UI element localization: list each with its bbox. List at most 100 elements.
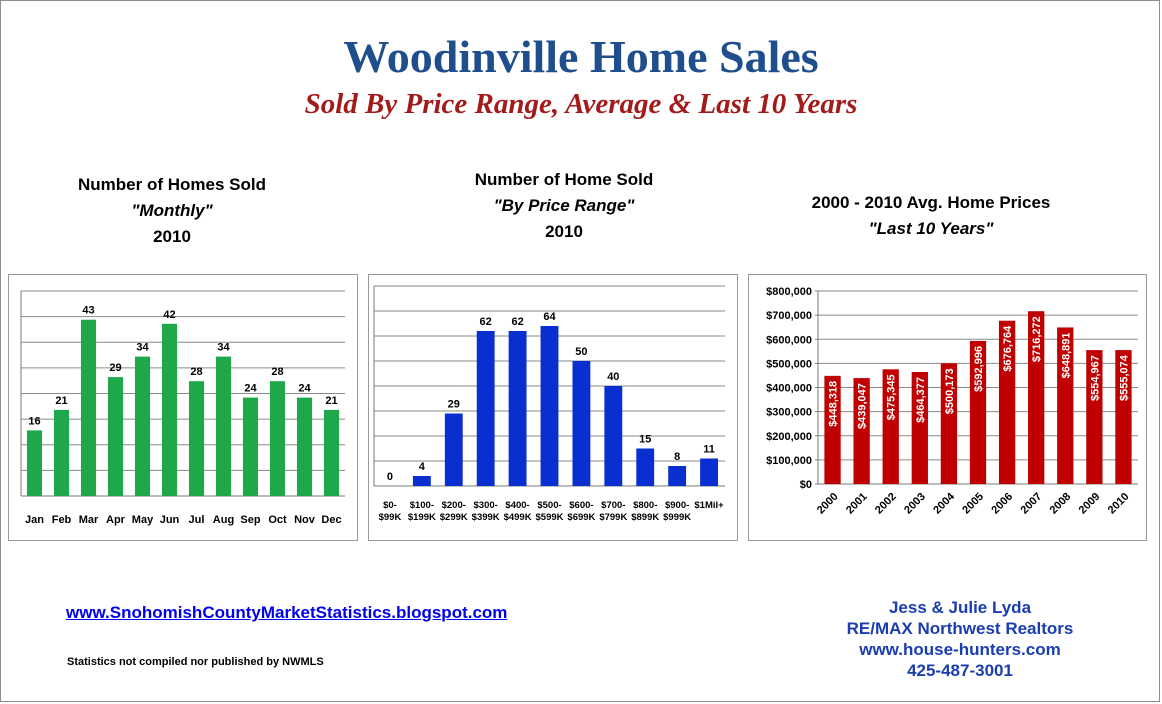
y-tick-label: $800,000 (766, 286, 812, 298)
category-label: 2003 (902, 491, 928, 517)
price-range-heading-line2: "By Price Range" (493, 196, 635, 215)
category-label: $699K (567, 512, 595, 523)
data-label: 64 (543, 311, 556, 323)
data-label: 62 (511, 316, 523, 328)
bar (853, 378, 870, 484)
avg-price-chart-heading: 2000 - 2010 Avg. Home Prices "Last 10 Ye… (771, 190, 1091, 242)
bar (998, 320, 1016, 484)
data-label: 24 (298, 383, 311, 395)
avg-price-chart-panel: $0 $100,000 $200,000 $300,000 $400,000 $500,0… (748, 274, 1147, 541)
category-label: $599K (536, 512, 564, 523)
bar (412, 476, 431, 486)
bar (508, 331, 527, 486)
contact-phone: 425-487-3001 (907, 661, 1013, 680)
y-tick-label: $700,000 (766, 310, 812, 322)
bar (188, 381, 205, 496)
category-label: 2006 (989, 491, 1015, 517)
category-label: $999K (663, 512, 691, 523)
y-tick-label: $200,000 (766, 431, 812, 443)
category-label: Jun (160, 514, 180, 526)
data-label: 11 (703, 444, 715, 456)
category-label: Nov (294, 514, 316, 526)
y-tick-label: $300,000 (766, 407, 812, 419)
data-label: 0 (387, 471, 393, 483)
bar (700, 458, 718, 486)
category-label: $899K (631, 512, 659, 523)
data-label: 21 (325, 395, 337, 407)
bar (940, 363, 958, 484)
category-label: 2005 (960, 491, 986, 517)
data-label: 29 (109, 362, 121, 374)
bar (269, 381, 286, 496)
data-label: $555,074 (1118, 354, 1130, 401)
category-label: 2002 (873, 491, 899, 517)
data-label: 40 (607, 371, 619, 383)
category-label: $200- (442, 500, 466, 511)
bar (969, 340, 987, 484)
category-label: Dec (321, 514, 341, 526)
price-range-chart: 0 $0-$99K 4 $100-$199K 29 $200-$299K 62 $300-$3… (373, 285, 725, 523)
category-label: Aug (213, 514, 234, 526)
category-label: $700- (601, 500, 625, 511)
bar (161, 323, 178, 496)
bar (26, 430, 43, 496)
category-label: Mar (79, 514, 99, 526)
bar (1086, 350, 1103, 484)
bar (215, 356, 232, 496)
data-label: $676,764 (1002, 325, 1014, 372)
category-label: $799K (599, 512, 627, 523)
bar (80, 319, 97, 496)
price-range-chart-heading: Number of Home Sold "By Price Range" 201… (424, 167, 704, 245)
data-label: 28 (271, 366, 283, 378)
price-range-heading-line1: Number of Home Sold (474, 170, 654, 189)
disclaimer-note: Statistics not compiled nor published by… (67, 656, 324, 668)
y-tick-label: $0 (800, 479, 812, 491)
category-label: Oct (268, 514, 287, 526)
data-label: 42 (163, 309, 175, 321)
data-label: $475,345 (886, 374, 898, 420)
monthly-heading-line1: Number of Homes Sold (78, 175, 266, 194)
category-label: $600- (569, 500, 593, 511)
category-label: May (132, 514, 154, 526)
blog-link[interactable]: www.SnohomishCountyMarketStatistics.blog… (66, 603, 508, 622)
contact-website[interactable]: www.house-hunters.com (859, 640, 1061, 659)
y-tick-label: $500,000 (766, 358, 812, 370)
bar (296, 397, 313, 496)
category-label: 2001 (844, 491, 870, 517)
y-tick-label: $400,000 (766, 383, 812, 395)
category-label: $900- (665, 500, 689, 511)
bar (323, 409, 340, 496)
data-label: $439,047 (857, 383, 869, 429)
bar (53, 409, 70, 496)
category-label: $400- (505, 500, 529, 511)
bar (444, 413, 463, 486)
data-label: 24 (244, 383, 257, 395)
price-range-chart-panel: 0 $0- $99K 4 $100- $199K 29 $200- $299K 62 $300- $3… (368, 274, 738, 541)
page-subtitle: Sold By Price Range, Average & Last 10 Y… (304, 88, 858, 120)
bar (668, 466, 687, 486)
bar (911, 371, 928, 484)
bar (604, 386, 623, 486)
category-label: $99K (379, 512, 402, 523)
data-label: $500,173 (944, 368, 956, 414)
avg-price-chart: $0 $100,000 $200,000 $300,000 $400,000 $500,0… (766, 286, 1138, 517)
bar (1057, 327, 1074, 484)
y-tick-label: $100,000 (766, 455, 812, 467)
monthly-heading-line3: 2010 (153, 227, 191, 246)
contact-names: Jess & Julie Lyda (888, 598, 1032, 617)
price-range-heading-line3: 2010 (545, 222, 583, 241)
monthly-chart-panel: 16 Jan 21 Feb 43 Mar 29 Apr 34 May 42 Jun 28 Jul 34 Aug… (8, 274, 358, 541)
category-label: $399K (472, 512, 500, 523)
category-label: $1Mil+ (694, 500, 724, 511)
category-label: Feb (52, 514, 72, 526)
bar (540, 326, 559, 486)
category-label: Jan (25, 514, 44, 526)
data-label: $464,377 (915, 377, 927, 423)
contact-company: RE/MAX Northwest Realtors (846, 619, 1074, 638)
data-label: $716,272 (1031, 316, 1043, 362)
bar (882, 369, 899, 484)
category-label: 2000 (815, 491, 841, 517)
bar (134, 356, 151, 496)
data-label: 21 (55, 395, 67, 407)
bar (1028, 311, 1045, 484)
